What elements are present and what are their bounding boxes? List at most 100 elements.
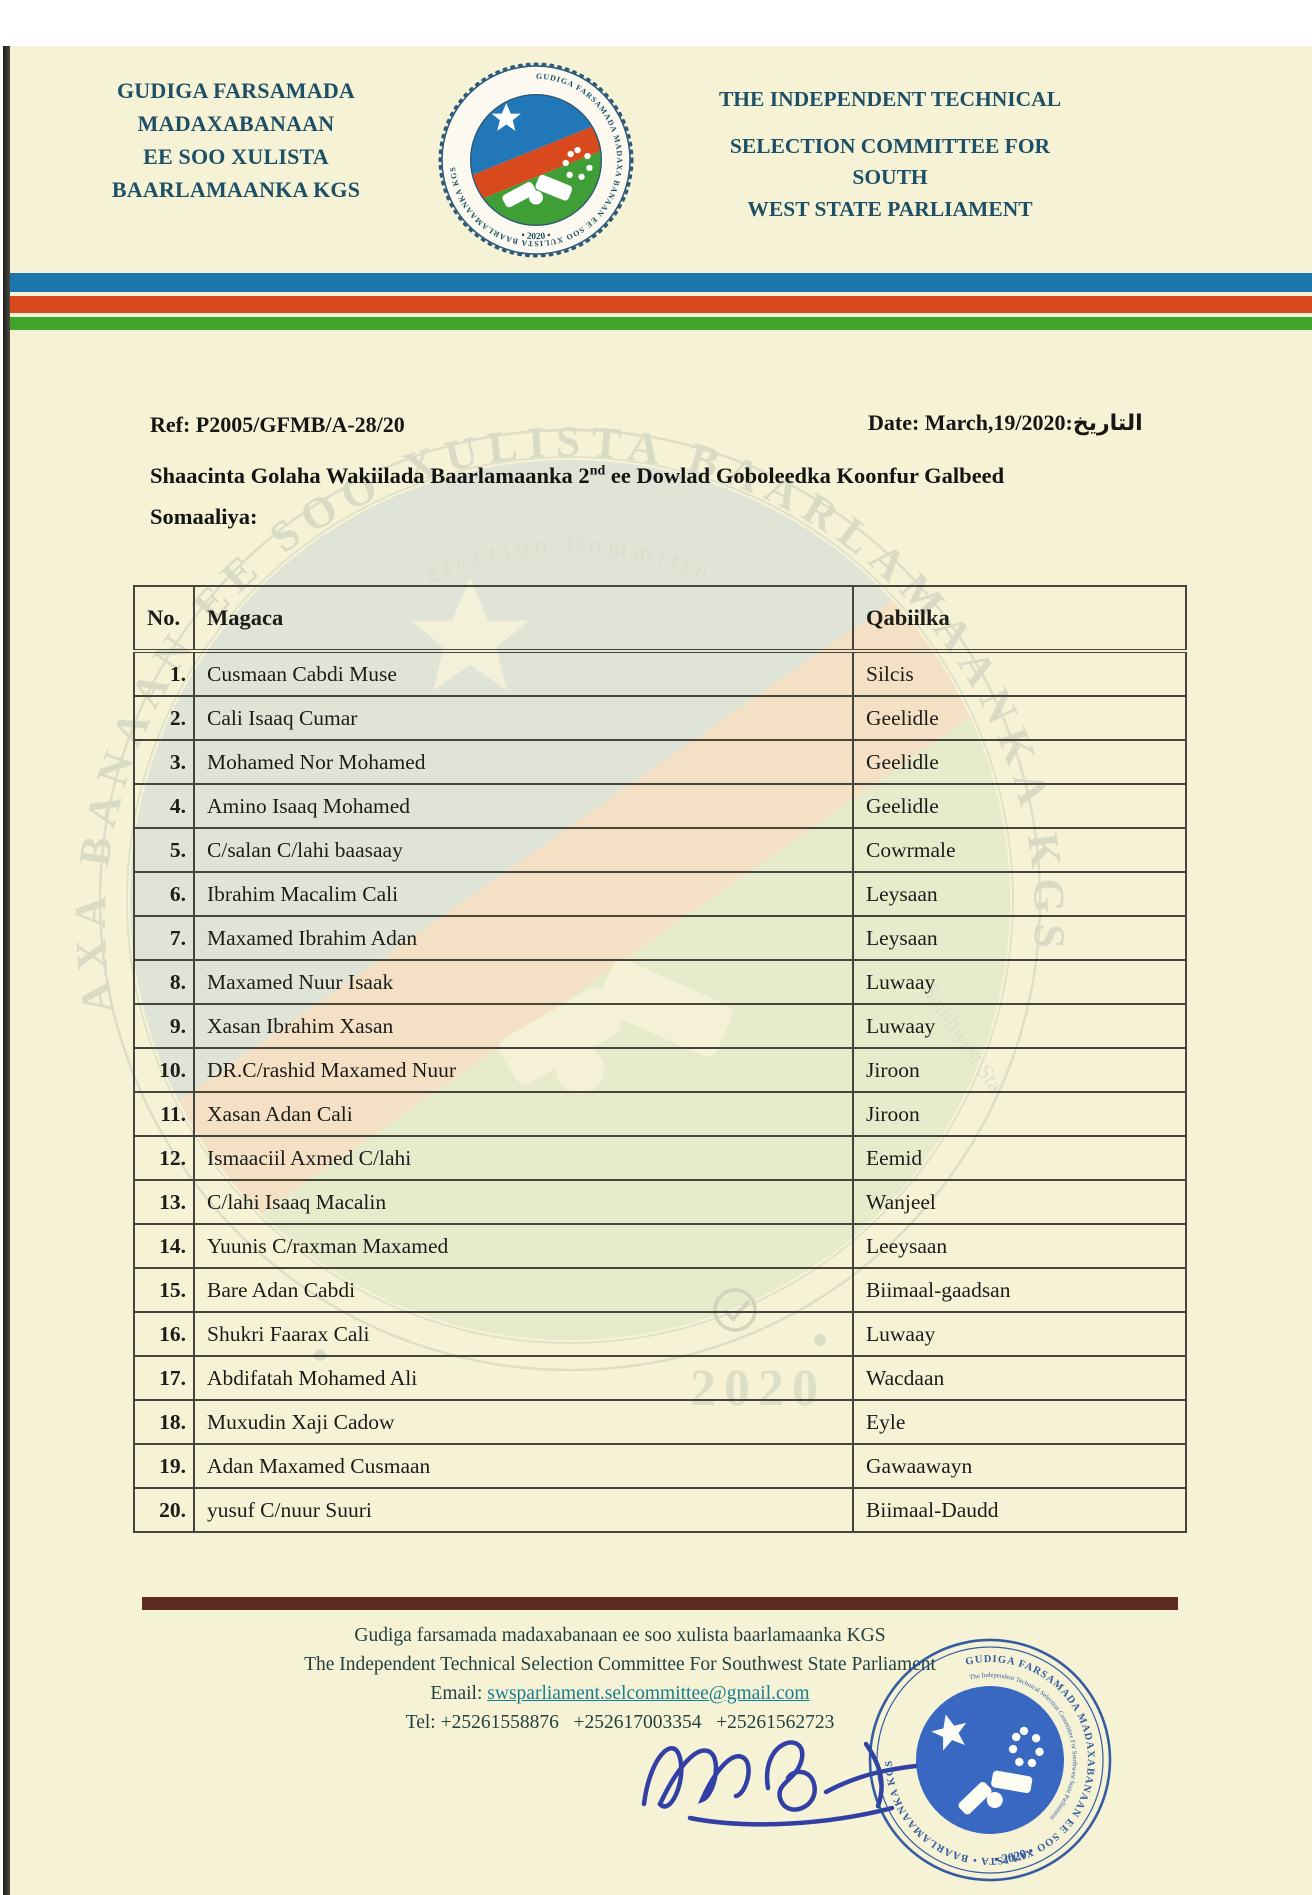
table-row: 18. Muxudin Xaji Cadow Eyle — [133, 1399, 1187, 1445]
cell-no: 5. — [133, 827, 195, 873]
cell-no: 11. — [133, 1091, 195, 1137]
org-title-english-line2: SELECTION COMMITTEE FOR SOUTH — [729, 134, 1051, 190]
col-header-magaca: Magaca — [193, 585, 854, 653]
table-row: 16. Shukri Faarax Cali Luwaay — [133, 1311, 1187, 1357]
footer-email-line: Email: swsparliament.selcommittee@gmail.… — [180, 1680, 1060, 1709]
cell-name: Shukri Faarax Cali — [193, 1311, 854, 1357]
org-title-somali-line1: GUDIGA FARSAMADA MADAXABANAAN — [116, 78, 356, 136]
roster-table-body: 1. Cusmaan Cabdi Muse Silcis 2. Cali Isaaq C… — [133, 650, 1187, 1533]
cell-clan: Cowrmale — [852, 827, 1187, 873]
cell-no: 10. — [133, 1047, 195, 1093]
cell-clan: Jiroon — [852, 1047, 1187, 1093]
cell-no: 14. — [133, 1223, 195, 1269]
table-row: 5. C/salan C/lahi baasaay Cowrmale — [133, 827, 1187, 873]
table-row: 8. Maxamed Nuur Isaak Luwaay — [133, 959, 1187, 1005]
cell-no: 8. — [133, 959, 195, 1005]
cell-name: Cali Isaaq Cumar — [193, 695, 854, 741]
cell-no: 1. — [133, 650, 195, 697]
scan-edge-line — [3, 46, 10, 1895]
table-row: 2. Cali Isaaq Cumar Geelidle — [133, 695, 1187, 741]
cell-no: 9. — [133, 1003, 195, 1049]
cell-no: 12. — [133, 1135, 195, 1181]
official-stamp: GUDIGA FARSAMADA MADAXABANAAN EE SOO XUL… — [861, 1631, 1118, 1888]
cell-clan: Jiroon — [852, 1091, 1187, 1137]
org-title-english-line1: THE INDEPENDENT TECHNICAL — [718, 87, 1062, 111]
cell-name: Muxudin Xaji Cadow — [193, 1399, 854, 1445]
cell-name: Adan Maxamed Cusmaan — [193, 1443, 854, 1489]
band-red — [10, 296, 1312, 313]
date-line: Date: March,19/2020:التاريخ — [868, 410, 1143, 435]
footer-org-somali: Gudiga farsamada madaxabanaan ee soo xul… — [354, 1625, 886, 1646]
footer-separator-bar — [142, 1597, 1178, 1610]
cell-clan: Leeysaan — [852, 1223, 1187, 1269]
cell-name: Mohamed Nor Mohamed — [193, 739, 854, 785]
band-green — [10, 317, 1312, 330]
table-row: 9. Xasan Ibrahim Xasan Luwaay — [133, 1003, 1187, 1049]
footer-contact-block: Gudiga farsamada madaxabanaan ee soo xul… — [180, 1622, 1060, 1737]
ordinal-suffix: nd — [589, 463, 606, 479]
cell-name: Bare Adan Cabdi — [193, 1267, 854, 1313]
cell-clan: Biimaal-Daudd — [852, 1487, 1187, 1533]
cell-clan: Leysaan — [852, 915, 1187, 961]
table-row: 19. Adan Maxamed Cusmaan Gawaawayn — [133, 1443, 1187, 1489]
logo-gavel-icon — [502, 174, 573, 208]
cell-name: Yuunis C/raxman Maxamed — [193, 1223, 854, 1269]
cell-clan: Geelidle — [852, 739, 1187, 785]
stamp-year: • 2020 • — [991, 1842, 1037, 1869]
cell-name: Xasan Ibrahim Xasan — [193, 1003, 854, 1049]
cell-name: Xasan Adan Cali — [193, 1091, 854, 1137]
cell-no: 7. — [133, 915, 195, 961]
org-title-somali: GUDIGA FARSAMADA MADAXABANAAN EE SOO XUL… — [36, 74, 436, 206]
cell-clan: Luwaay — [852, 959, 1187, 1005]
cell-no: 16. — [133, 1311, 195, 1357]
table-row: 17. Abdifatah Mohamed Ali Wacdaan — [133, 1355, 1187, 1401]
table-row: 3. Mohamed Nor Mohamed Geelidle — [133, 739, 1187, 785]
table-row: 4. Amino Isaaq Mohamed Geelidle — [133, 783, 1187, 829]
cell-clan: Leysaan — [852, 871, 1187, 917]
cell-clan: Luwaay — [852, 1311, 1187, 1357]
cell-no: 20. — [133, 1487, 195, 1533]
org-title-somali-line2: EE SOO XULISTA — [143, 144, 329, 169]
table-row: 1. Cusmaan Cabdi Muse Silcis — [133, 650, 1187, 697]
stamp-star-icon — [931, 1714, 967, 1751]
email-link[interactable]: swsparliament.selcommittee@gmail.com — [487, 1682, 810, 1704]
org-title-somali-line3: BAARLAMAANKA KGS — [111, 177, 361, 202]
stamp-dots-icon — [1008, 1726, 1044, 1768]
cell-clan: Gawaawayn — [852, 1443, 1187, 1489]
cell-clan: Geelidle — [852, 783, 1187, 829]
col-header-no: No. — [133, 585, 195, 653]
table-row: 13. C/lahi Isaaq Macalin Wanjeel — [133, 1179, 1187, 1225]
table-header-row: No. Magaca Qabiilka — [133, 585, 1187, 653]
band-blue — [10, 273, 1312, 292]
cell-name: Abdifatah Mohamed Ali — [193, 1355, 854, 1401]
table-row: 12. Ismaaciil Axmed C/lahi Eemid — [133, 1135, 1187, 1181]
cell-name: Ibrahim Macalim Cali — [193, 871, 854, 917]
cell-no: 15. — [133, 1267, 195, 1313]
subject-line2: Somaaliya: — [150, 503, 258, 529]
cell-clan: Eemid — [852, 1135, 1187, 1181]
footer-tel-line: Tel: +25261558876 +252617003354 +2526156… — [405, 1711, 835, 1733]
cell-clan: Wacdaan — [852, 1355, 1187, 1401]
table-row: 20. yusuf C/nuur Suuri Biimaal-Daudd — [133, 1487, 1187, 1533]
cell-name: Maxamed Ibrahim Adan — [193, 915, 854, 961]
subject-line1: Shaacinta Golaha Wakiilada Baarlamaanka … — [150, 463, 1005, 488]
cell-no: 4. — [133, 783, 195, 829]
cell-clan: Luwaay — [852, 1003, 1187, 1049]
table-row: 7. Maxamed Ibrahim Adan Leysaan — [133, 915, 1187, 961]
cell-no: 3. — [133, 739, 195, 785]
footer-org-english: The Independent Technical Selection Comm… — [304, 1653, 936, 1675]
cell-clan: Biimaal-gaadsan — [852, 1267, 1187, 1313]
cell-clan: Geelidle — [852, 695, 1187, 741]
cell-name: DR.C/rashid Maxamed Nuur — [193, 1047, 854, 1093]
cell-no: 13. — [133, 1179, 195, 1225]
cell-clan: Wanjeel — [852, 1179, 1187, 1225]
cell-no: 2. — [133, 695, 195, 741]
cell-clan: Silcis — [852, 650, 1187, 697]
svg-text:• 2020 •: • 2020 • — [991, 1842, 1037, 1869]
reference-number: Ref: P2005/GFMB/A-28/20 — [150, 412, 405, 437]
table-row: 6. Ibrahim Macalim Cali Leysaan — [133, 871, 1187, 917]
logo-star-icon — [491, 103, 521, 131]
cell-name: Cusmaan Cabdi Muse — [193, 650, 854, 697]
table-row: 10. DR.C/rashid Maxamed Nuur Jiroon — [133, 1047, 1187, 1093]
